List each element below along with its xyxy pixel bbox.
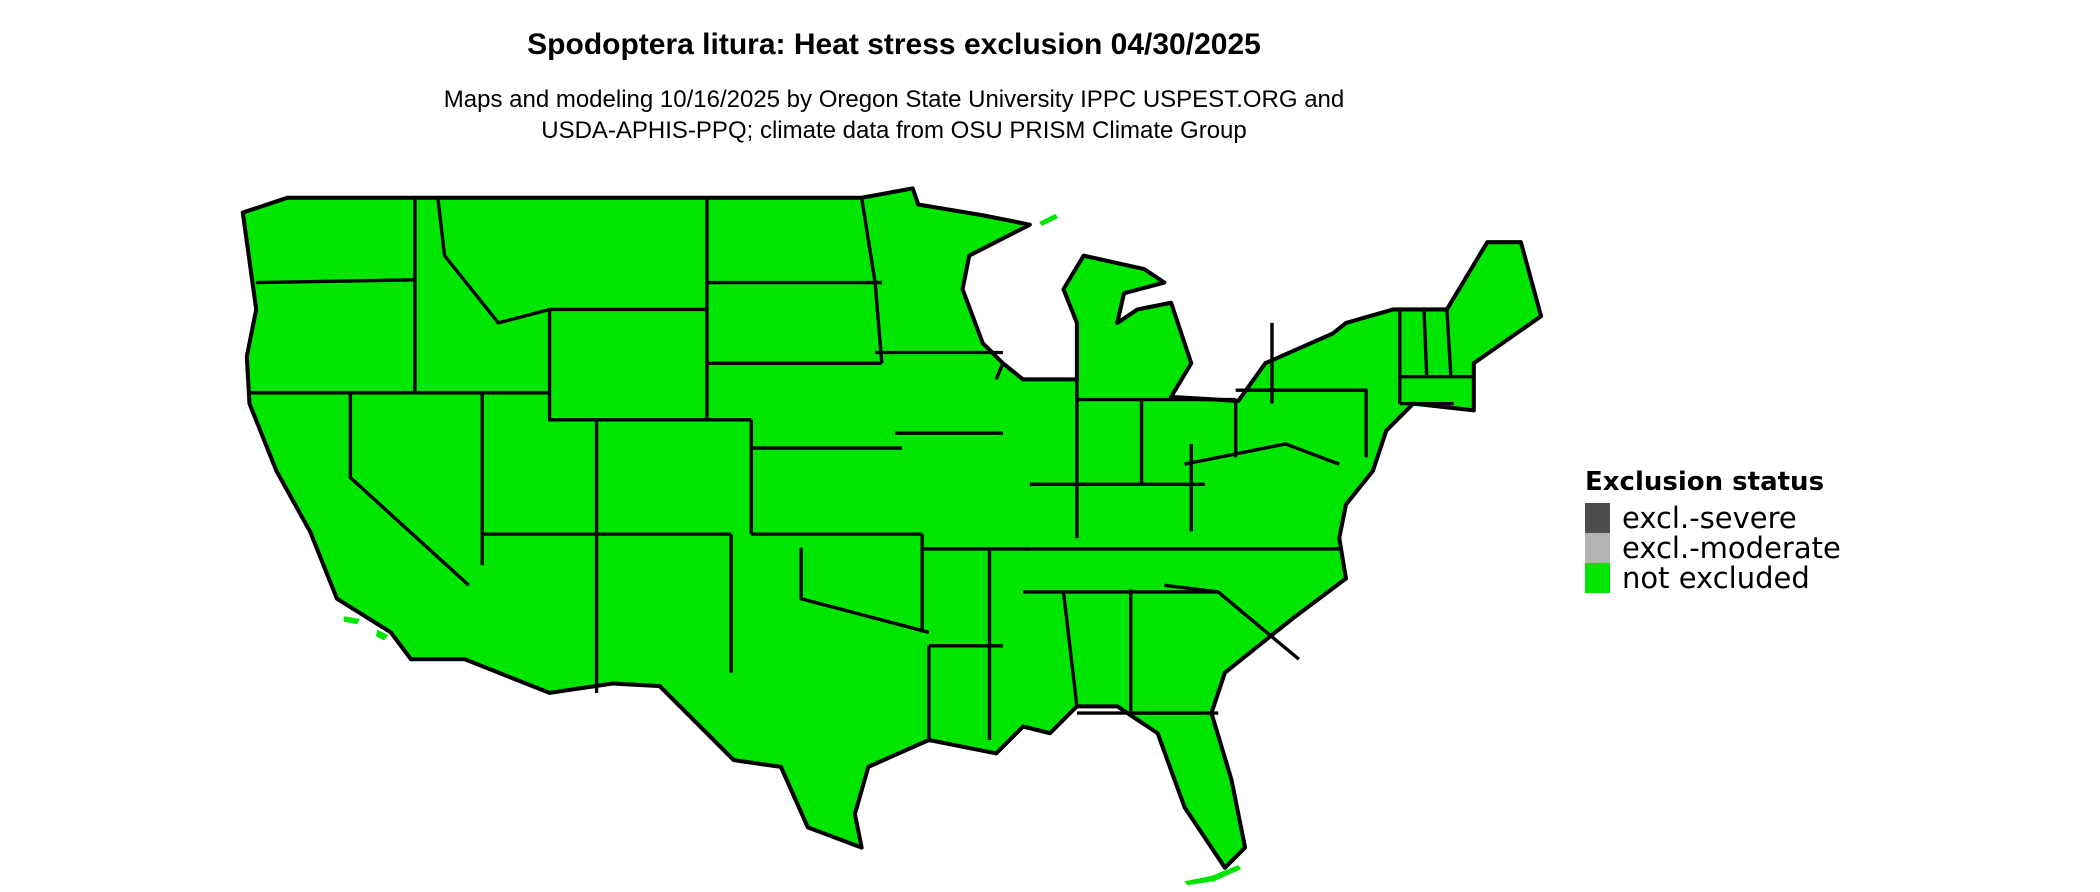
legend: Exclusion status excl.-severe excl.-mode… bbox=[1585, 467, 1841, 593]
legend-swatch bbox=[1585, 503, 1610, 533]
state-border bbox=[1184, 442, 1340, 466]
legend-item-moderate: excl.-moderate bbox=[1585, 533, 1841, 563]
state-border bbox=[859, 197, 884, 364]
state-border bbox=[799, 547, 930, 634]
state-border bbox=[256, 278, 415, 285]
subtitle-line-1: Maps and modeling 10/16/2025 by Oregon S… bbox=[443, 86, 1345, 113]
state-border bbox=[1235, 388, 1368, 458]
state-border bbox=[547, 309, 597, 422]
state-border bbox=[994, 362, 1005, 381]
state-border bbox=[1164, 583, 1300, 661]
state-border bbox=[436, 197, 550, 325]
isle-royale bbox=[1039, 213, 1059, 227]
legend-swatch bbox=[1585, 563, 1610, 593]
channel-islands bbox=[343, 616, 389, 641]
legend-swatch bbox=[1585, 533, 1610, 563]
state-border bbox=[1422, 309, 1429, 377]
state-border bbox=[348, 392, 470, 587]
map-title: Spodoptera litura: Heat stress exclusion… bbox=[527, 28, 1261, 61]
legend-label: not excluded bbox=[1622, 561, 1810, 595]
legend-label: excl.-moderate bbox=[1622, 531, 1841, 565]
subtitle-line-2: USDA-APHIS-PPQ; climate data from OSU PR… bbox=[541, 117, 1247, 144]
florida-keys bbox=[1184, 865, 1242, 886]
legend-title: Exclusion status bbox=[1585, 467, 1825, 497]
legend-item-not-excluded: not excluded bbox=[1585, 563, 1841, 593]
legend-label: excl.-severe bbox=[1622, 501, 1797, 535]
state-border bbox=[1445, 309, 1453, 377]
state-border bbox=[1061, 591, 1079, 707]
us-outline bbox=[240, 186, 1544, 870]
legend-item-severe: excl.-severe bbox=[1585, 503, 1841, 533]
